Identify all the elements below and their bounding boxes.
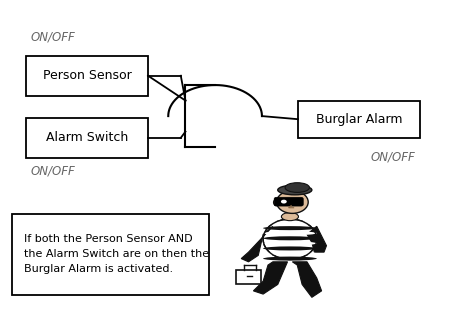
FancyBboxPatch shape bbox=[26, 56, 148, 96]
Ellipse shape bbox=[285, 183, 310, 192]
Ellipse shape bbox=[263, 231, 317, 235]
Text: If both the Person Sensor AND
the Alarm Switch are on then the
Burglar Alarm is : If both the Person Sensor AND the Alarm … bbox=[24, 234, 209, 274]
Text: ON/OFF: ON/OFF bbox=[370, 150, 415, 163]
Text: Alarm Switch: Alarm Switch bbox=[46, 131, 128, 144]
Ellipse shape bbox=[263, 226, 317, 230]
FancyBboxPatch shape bbox=[26, 118, 148, 158]
Ellipse shape bbox=[263, 219, 317, 259]
FancyBboxPatch shape bbox=[237, 270, 261, 284]
Ellipse shape bbox=[278, 185, 312, 195]
Polygon shape bbox=[254, 262, 288, 294]
Circle shape bbox=[281, 200, 287, 204]
FancyBboxPatch shape bbox=[274, 197, 303, 206]
Ellipse shape bbox=[263, 236, 317, 240]
Ellipse shape bbox=[263, 241, 317, 246]
Ellipse shape bbox=[263, 257, 317, 261]
Ellipse shape bbox=[276, 191, 308, 213]
Ellipse shape bbox=[263, 252, 317, 256]
Text: Person Sensor: Person Sensor bbox=[43, 69, 131, 82]
Polygon shape bbox=[292, 262, 321, 297]
Text: Burglar Alarm: Burglar Alarm bbox=[316, 113, 402, 126]
Ellipse shape bbox=[263, 246, 317, 251]
Text: ON/OFF: ON/OFF bbox=[31, 30, 76, 43]
Ellipse shape bbox=[273, 199, 280, 206]
Polygon shape bbox=[241, 226, 273, 262]
Ellipse shape bbox=[282, 213, 299, 221]
Ellipse shape bbox=[263, 221, 317, 225]
FancyBboxPatch shape bbox=[12, 214, 209, 295]
Polygon shape bbox=[307, 226, 327, 252]
FancyBboxPatch shape bbox=[298, 100, 419, 138]
Text: ON/OFF: ON/OFF bbox=[31, 164, 76, 177]
